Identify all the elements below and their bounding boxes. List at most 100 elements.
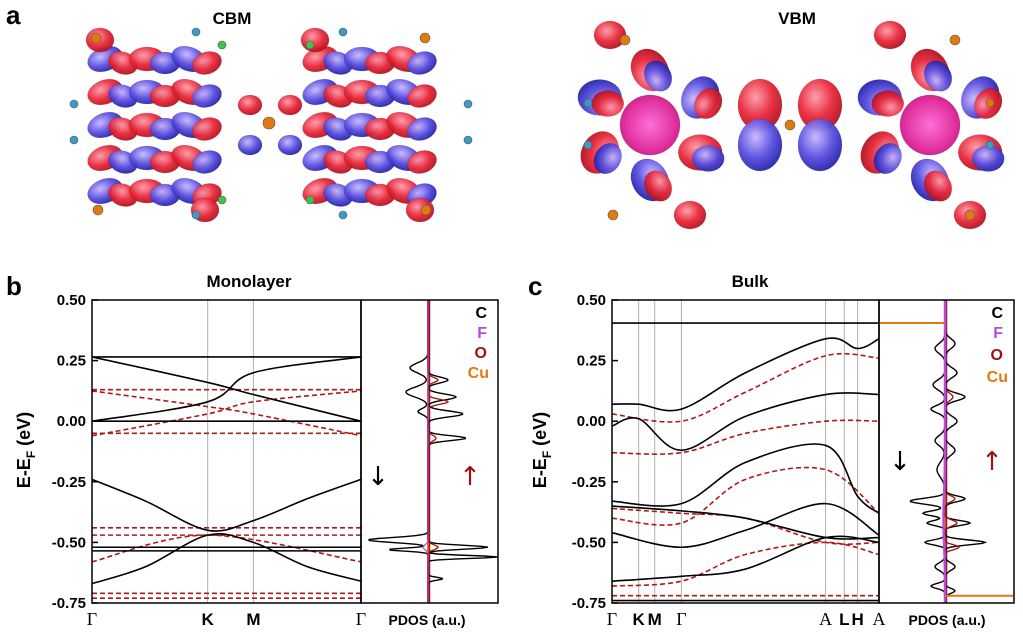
pdos-f-spin-down [942, 300, 947, 603]
spin-up-band [611, 337, 880, 412]
atom [191, 210, 201, 220]
y-tick-label: 0.25 [577, 353, 606, 370]
y-tick-label: 0.00 [577, 413, 606, 430]
atom [338, 27, 348, 37]
bulk-legend-cu: Cu [987, 369, 1008, 386]
y-tick-label: -0.50 [52, 534, 86, 551]
pdos-f-spin-down [422, 300, 429, 603]
monolayer-spin-down-arrow: ↓ [367, 462, 389, 492]
bulk-title: Bulk [732, 272, 769, 291]
blue-lobe [192, 84, 222, 108]
pdos-c-spin-down [909, 300, 946, 603]
blue-lobe [643, 60, 673, 92]
blue-lobe [593, 142, 622, 175]
atom [419, 32, 431, 44]
y-tick-label: -0.75 [52, 595, 86, 612]
blue-lobe [737, 118, 783, 172]
cbm-title: CBM [213, 9, 252, 28]
spin-down-band [611, 352, 880, 423]
kpath-label: L [839, 610, 849, 629]
bulk-pdos-curves [880, 300, 1013, 603]
bulk-band-frame [611, 299, 880, 604]
monolayer-panel: Monolayer E-EF (eV) 0.50 0.25 0.00 -0.25 -0.… [14, 272, 499, 629]
atom [607, 209, 619, 221]
atom [619, 34, 631, 46]
atom [964, 209, 976, 221]
red-lobe [591, 90, 625, 117]
atom [69, 135, 79, 145]
monolayer-band-lines [91, 356, 362, 599]
red-lobe [237, 94, 263, 116]
spin-down-band [91, 534, 362, 563]
blue-lobe [407, 51, 437, 75]
vbm-orbital-image [577, 20, 1005, 230]
atom [420, 204, 432, 216]
y-tick-label: 0.00 [57, 413, 86, 430]
monolayer-kpoint-lines [207, 300, 254, 603]
pdos-c-spin-up [944, 300, 988, 603]
bulk-y-ticks: 0.50 0.25 0.00 -0.25 -0.50 -0.75 [572, 292, 618, 612]
spin-up-band [91, 533, 362, 585]
monolayer-spin-up-arrow: ↑ [459, 462, 481, 492]
atom [90, 32, 102, 44]
red-lobe [643, 170, 673, 202]
bulk-pdos-frame [878, 299, 1015, 604]
kpath-label: K [202, 610, 215, 629]
red-lobe [192, 117, 222, 141]
y-tick-label: -0.25 [572, 474, 606, 491]
atom [949, 34, 961, 46]
spin-up-band [611, 392, 880, 452]
monolayer-legend-o: O [475, 345, 487, 362]
blue-lobe [971, 145, 1005, 172]
vbm-title: VBM [778, 9, 816, 28]
blue-lobe [192, 150, 222, 174]
atom [985, 98, 995, 108]
spin-down-band [611, 419, 880, 455]
red-lobe [871, 90, 905, 117]
kpath-label: M [246, 610, 260, 629]
pdos-c-spin-up [427, 300, 499, 603]
red-lobe [873, 20, 907, 50]
bulk-legend-c: C [991, 305, 1003, 322]
y-tick-label: -0.50 [572, 534, 606, 551]
panel-letter-b: b [6, 271, 22, 301]
monolayer-legend-f: F [477, 325, 487, 342]
monolayer-legend-cu: Cu [468, 365, 489, 382]
atom [463, 135, 473, 145]
atom [305, 195, 315, 205]
kpath-label: Γ [356, 609, 366, 629]
monolayer-pdos-label: PDOS (a.u.) [388, 612, 465, 628]
kpath-label: A [819, 609, 832, 629]
monolayer-pdos-frame [360, 299, 499, 604]
atom [583, 98, 593, 108]
atom [92, 204, 104, 216]
atom [262, 116, 276, 130]
spin-up-band [611, 502, 880, 549]
bulk-pdos-label: PDOS (a.u.) [908, 612, 985, 628]
spin-down-band [611, 466, 880, 526]
y-tick-label: 0.50 [57, 292, 86, 309]
cbm-orbital-image [69, 27, 473, 223]
blue-lobe [923, 60, 953, 92]
atom [69, 99, 79, 109]
pdos-c-spin-down [368, 300, 429, 603]
monolayer-band-frame [91, 299, 362, 604]
monolayer-y-ticks: 0.50 0.25 0.00 -0.25 -0.50 -0.75 [52, 292, 98, 612]
red-lobe [277, 94, 303, 116]
red-lobe [407, 150, 437, 174]
red-lobe [923, 170, 953, 202]
kpath-label: K [633, 610, 646, 629]
atom [784, 119, 796, 131]
kpath-label: A [873, 609, 886, 629]
blue-lobe [691, 145, 725, 172]
y-tick-label: 0.50 [577, 292, 606, 309]
spin-down-band [91, 390, 362, 437]
monolayer-title: Monolayer [206, 272, 291, 291]
spin-up-band [611, 505, 880, 540]
red-lobe [593, 20, 627, 50]
bulk-spin-down-arrow: ↓ [889, 447, 911, 477]
red-lobe [694, 87, 723, 120]
